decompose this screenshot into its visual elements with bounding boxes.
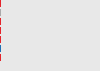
Bar [0,0,1,7]
Bar [0,54,1,61]
Bar [0,9,1,16]
Bar [0,27,1,34]
Bar [0,18,1,25]
Bar [0,45,1,52]
Bar [0,36,1,43]
